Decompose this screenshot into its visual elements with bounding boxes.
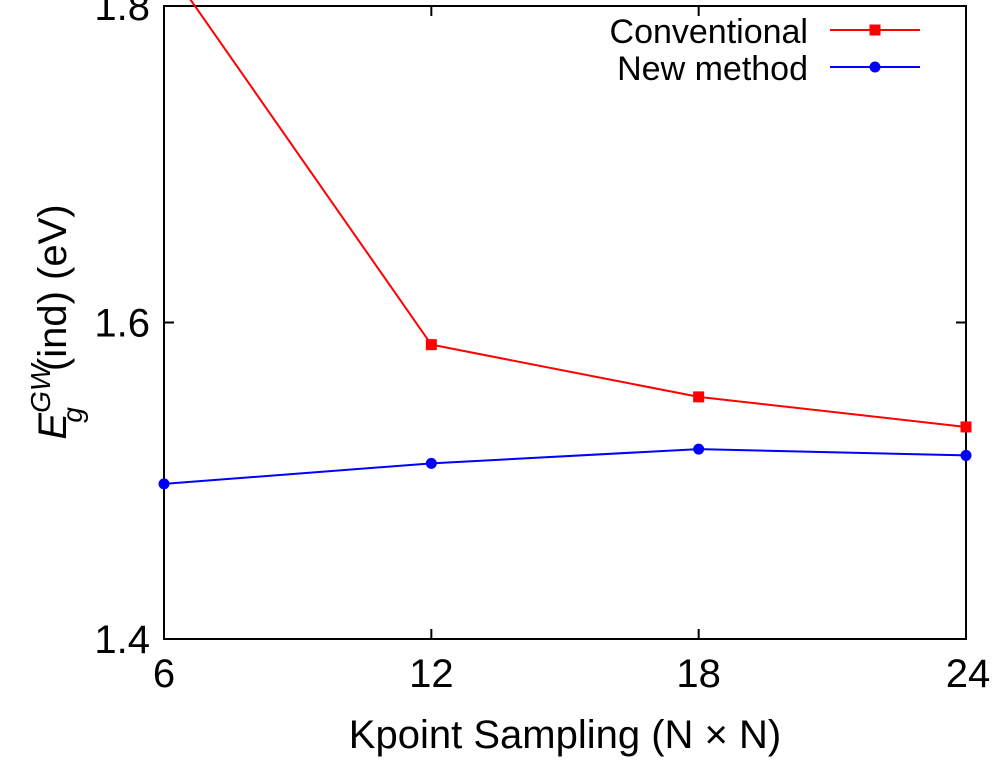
y-label-subscript: g: [57, 407, 88, 423]
y-axis-label: EGWg (ind) (eV): [25, 204, 88, 439]
data-point-square: [693, 391, 705, 403]
series-new-method: [158, 443, 972, 490]
data-point-circle: [425, 457, 437, 469]
y-label-suffix: (ind) (eV): [31, 204, 75, 371]
y-label-base: E: [31, 412, 75, 440]
y-label-superscript: GW: [25, 362, 56, 413]
data-point-square: [960, 421, 972, 433]
series-line: [163, 448, 967, 485]
x-tick-label: 6: [153, 652, 175, 696]
series-layer: [158, 0, 972, 490]
legend-label: New method: [617, 50, 808, 88]
x-axis-label: Kpoint Sampling (N × N): [349, 713, 781, 757]
y-tick-label: 1.4: [94, 618, 150, 662]
y-axis: 1.4 1.6 1.8: [94, 0, 966, 662]
data-point-circle: [158, 478, 170, 490]
plot-frame: [163, 5, 967, 640]
series-conventional: [189, 0, 972, 433]
data-point-square: [425, 339, 437, 351]
data-point-circle: [869, 61, 881, 73]
y-tick-label: 1.8: [94, 0, 150, 29]
y-tick-label: 1.6: [94, 302, 150, 346]
x-tick-label: 24: [946, 652, 991, 696]
data-point-square: [869, 24, 881, 36]
data-point-circle: [960, 449, 972, 461]
legend-label: Conventional: [610, 13, 808, 51]
x-tick-label: 18: [676, 652, 721, 696]
legend-item: New method: [617, 50, 920, 88]
data-point-circle: [693, 443, 705, 455]
series-line: [189, 0, 967, 428]
legend-item: Conventional: [610, 13, 920, 51]
x-tick-label: 12: [409, 652, 454, 696]
x-axis: 6 12 18 24: [153, 6, 990, 696]
